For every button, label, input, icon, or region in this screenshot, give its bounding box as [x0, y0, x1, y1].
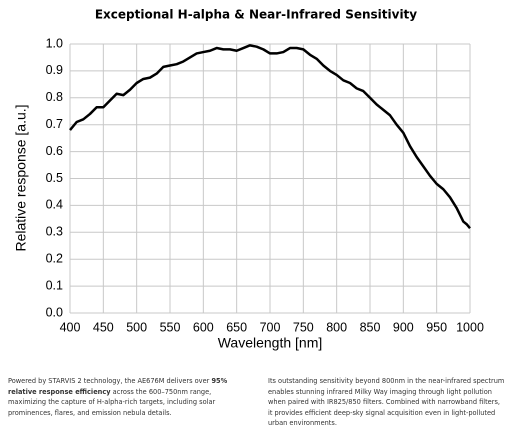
x-tick-label: 500: [126, 320, 147, 334]
y-tick-label: 0.7: [46, 117, 63, 131]
x-tick-label: 450: [93, 320, 114, 334]
y-axis-label: Relative response [a.u.]: [13, 104, 29, 251]
text: Powered by STARVIS 2 technology, the AE6…: [8, 377, 212, 385]
text: across the 600–750nm range, maximizing t…: [8, 387, 216, 417]
y-tick-label: 0.8: [46, 90, 63, 104]
y-tick-label: 1.0: [46, 36, 63, 50]
x-tick-label: 750: [293, 320, 314, 334]
x-tick-label: 950: [426, 320, 447, 334]
x-tick-label: 650: [226, 320, 247, 334]
y-tick-label: 0.1: [46, 278, 63, 292]
y-tick-label: 0.6: [46, 144, 63, 158]
chart: Exceptional H-alpha & Near-Infrared Sens…: [13, 8, 484, 351]
text-bold: 95% relative response efficiency: [8, 377, 228, 396]
y-tick-label: 0.0: [46, 305, 63, 319]
text: Its outstanding sensitivity beyond 800nm…: [268, 377, 505, 427]
y-tick-label: 0.5: [46, 171, 63, 185]
text-block: Powered by STARVIS 2 technology, the AE6…: [8, 376, 246, 418]
x-tick-label: 1000: [456, 320, 484, 334]
data-line: [69, 44, 471, 230]
y-tick-label: 0.2: [46, 251, 63, 265]
x-tick-label: 550: [160, 320, 181, 334]
y-tick-label: 0.9: [46, 63, 63, 77]
x-tick-label: 800: [326, 320, 347, 334]
y-tick-label: 0.3: [46, 225, 63, 239]
x-tick-label: 900: [393, 320, 414, 334]
x-tick-label: 850: [360, 320, 381, 334]
y-tick-label: 0.4: [46, 198, 63, 212]
x-tick-label: 400: [60, 320, 81, 334]
x-axis-label: Wavelength [nm]: [218, 335, 323, 351]
chart-title: Exceptional H-alpha & Near-Infrared Sens…: [95, 8, 417, 22]
text-block: Its outstanding sensitivity beyond 800nm…: [268, 376, 506, 429]
x-tick-label: 600: [193, 320, 214, 334]
x-tick-label: 700: [260, 320, 281, 334]
